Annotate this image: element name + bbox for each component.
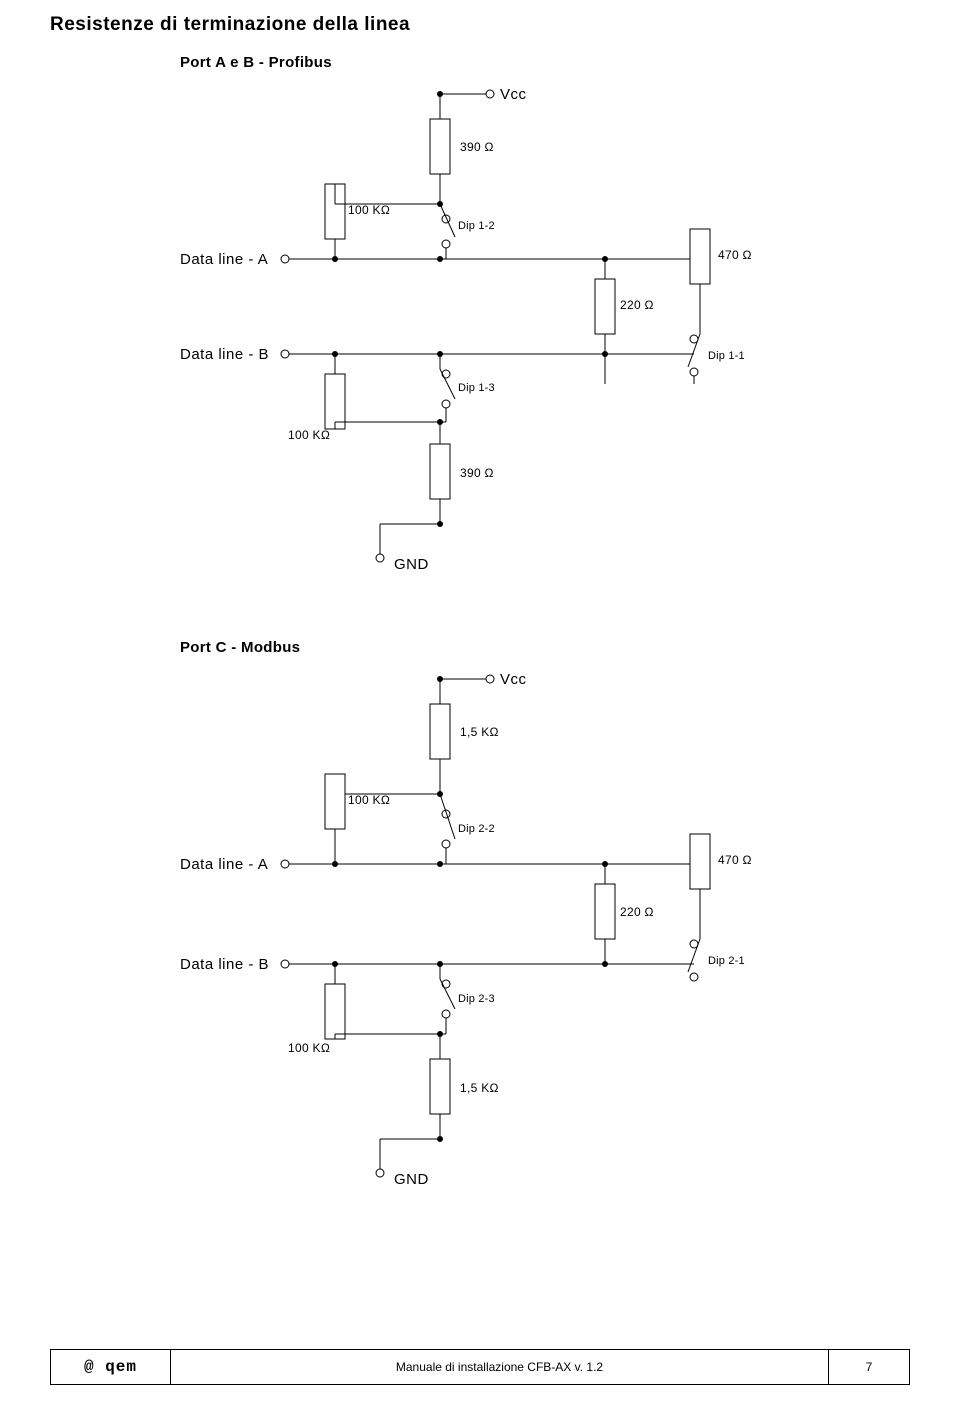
circuit2-r-mid: 220 Ω <box>620 905 654 919</box>
page-footer: @ qem Manuale di installazione CFB-AX v.… <box>50 1349 910 1385</box>
circuit1-svg: Vcc 390 Ω Dip 1-2 Data line - A <box>180 79 800 609</box>
circuit1-r-pull-b: 100 KΩ <box>288 428 330 442</box>
circuit1-r-right: 470 Ω <box>718 248 752 262</box>
footer-middle: Manuale di installazione CFB-AX v. 1.2 <box>171 1350 829 1384</box>
section-title: Resistenze di terminazione della linea <box>50 14 910 36</box>
circuit2-r-bot: 1,5 KΩ <box>460 1081 499 1095</box>
circuit2-vcc: Vcc <box>500 671 527 688</box>
circuit2-r-right: 470 Ω <box>718 853 752 867</box>
circuit-profibus: Port A e B - Profibus Vcc 390 Ω Dip 1-2 … <box>180 54 910 609</box>
circuit1-dip-top: Dip 1-2 <box>458 220 495 232</box>
circuit1-dip-mid: Dip 1-1 <box>708 350 745 362</box>
circuit1-gnd: GND <box>394 556 429 573</box>
footer-logo: @ qem <box>51 1350 171 1384</box>
circuit-modbus: Port C - Modbus Vcc 1,5 KΩ 100 KΩ Dip 2-… <box>180 639 910 1224</box>
circuit1-r-bot: 390 Ω <box>460 466 494 480</box>
circuit1-vcc: Vcc <box>500 86 527 103</box>
circuit2-data-a: Data line - A <box>180 856 268 873</box>
circuit2-svg: Vcc 1,5 KΩ 100 KΩ Dip 2-2 Data line - A <box>180 664 800 1224</box>
circuit1-data-b: Data line - B <box>180 346 269 363</box>
circuit2-r-pull-a: 100 KΩ <box>348 793 390 807</box>
circuit2-dip-mid: Dip 2-1 <box>708 955 745 967</box>
circuit2-gnd: GND <box>394 1171 429 1188</box>
circuit2-data-b: Data line - B <box>180 956 269 973</box>
circuit1-dip-bot: Dip 1-3 <box>458 382 495 394</box>
circuit2-r-pull-b: 100 KΩ <box>288 1041 330 1055</box>
circuit2-dip-top: Dip 2-2 <box>458 823 495 835</box>
footer-page-number: 7 <box>829 1350 909 1384</box>
circuit1-r-top: 390 Ω <box>460 140 494 154</box>
circuit2-dip-bot: Dip 2-3 <box>458 993 495 1005</box>
circuit1-title: Port A e B - Profibus <box>180 54 910 71</box>
circuit2-r-top: 1,5 KΩ <box>460 725 499 739</box>
circuit1-r-pull-a: 100 KΩ <box>348 203 390 217</box>
circuit1-r-mid: 220 Ω <box>620 298 654 312</box>
circuit1-data-a: Data line - A <box>180 251 268 268</box>
circuit2-title: Port C - Modbus <box>180 639 910 656</box>
